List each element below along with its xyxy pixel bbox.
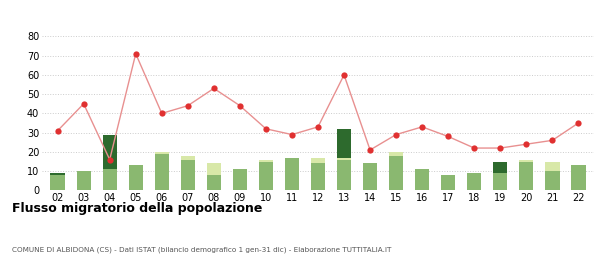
Bar bbox=[259, 160, 273, 162]
Bar bbox=[311, 158, 325, 164]
Bar bbox=[128, 165, 143, 190]
Bar bbox=[415, 169, 430, 190]
Bar bbox=[311, 164, 325, 190]
Bar bbox=[50, 175, 65, 190]
Bar bbox=[519, 162, 533, 190]
Bar bbox=[545, 162, 560, 171]
Bar bbox=[181, 156, 195, 160]
Bar bbox=[103, 169, 117, 190]
Bar bbox=[441, 175, 455, 190]
Bar bbox=[155, 154, 169, 190]
Bar bbox=[155, 152, 169, 154]
Bar bbox=[206, 175, 221, 190]
Bar bbox=[545, 171, 560, 190]
Bar bbox=[259, 162, 273, 190]
Bar bbox=[233, 169, 247, 190]
Bar bbox=[519, 160, 533, 162]
Text: Flusso migratorio della popolazione: Flusso migratorio della popolazione bbox=[12, 202, 262, 214]
Bar bbox=[493, 173, 508, 190]
Bar bbox=[571, 165, 586, 190]
Bar bbox=[337, 158, 351, 160]
Bar bbox=[181, 160, 195, 190]
Bar bbox=[467, 173, 481, 190]
Bar bbox=[285, 158, 299, 190]
Text: COMUNE DI ALBIDONA (CS) - Dati ISTAT (bilancio demografico 1 gen-31 dic) - Elabo: COMUNE DI ALBIDONA (CS) - Dati ISTAT (bi… bbox=[12, 246, 391, 253]
Bar bbox=[50, 173, 65, 175]
Bar bbox=[337, 160, 351, 190]
Bar bbox=[103, 135, 117, 169]
Bar bbox=[389, 156, 403, 190]
Bar bbox=[77, 171, 91, 190]
Bar bbox=[337, 129, 351, 158]
Bar bbox=[389, 152, 403, 156]
Bar bbox=[493, 162, 508, 173]
Bar bbox=[363, 164, 377, 190]
Bar bbox=[206, 164, 221, 175]
